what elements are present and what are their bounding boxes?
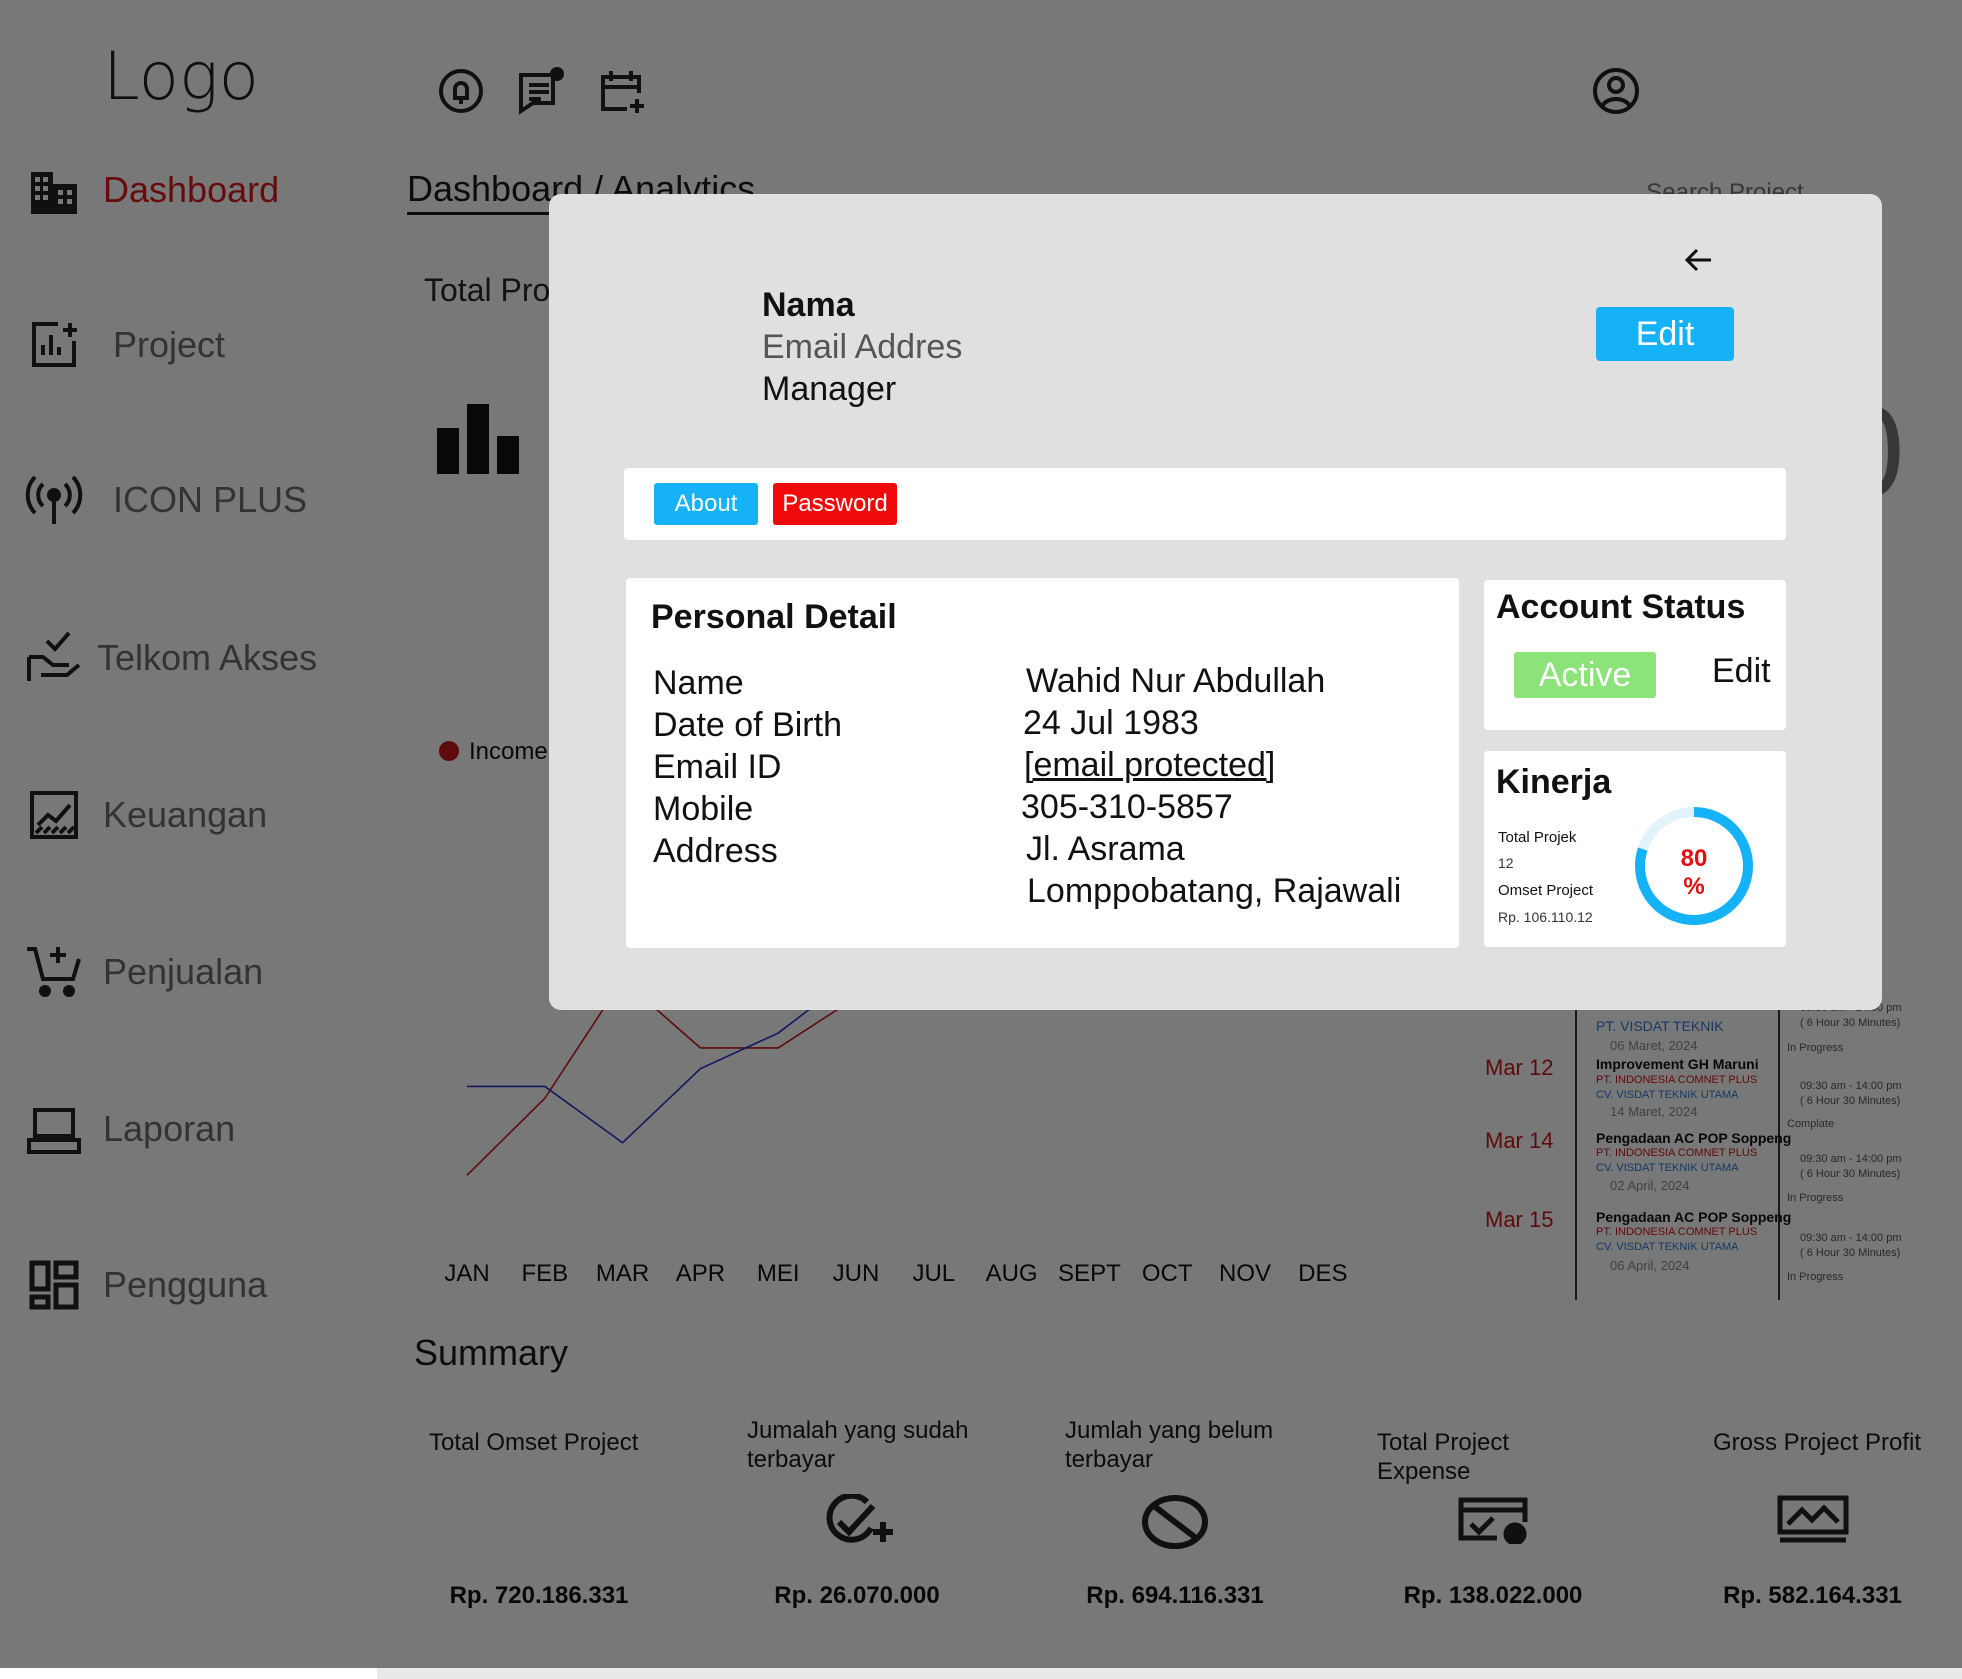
detail-label: Mobile	[653, 790, 754, 828]
omset-value: Rp. 106.110.12	[1498, 909, 1593, 925]
kinerja-card: Kinerja Total Projek 12 Omset Project Rp…	[1484, 751, 1786, 947]
tab-about[interactable]: About	[654, 483, 758, 525]
personal-detail-card: Personal Detail Name Date of Birth Email…	[626, 578, 1459, 948]
edit-status-link[interactable]: Edit	[1712, 652, 1771, 690]
detail-label: Email ID	[653, 748, 782, 786]
tab-password[interactable]: Password	[773, 483, 897, 525]
profile-email: Email Addres	[762, 328, 963, 366]
email-link[interactable]: [email protected]	[1024, 746, 1276, 784]
status-badge: Active	[1514, 652, 1656, 698]
progress-ring: 80 %	[1635, 807, 1753, 925]
detail-value: Wahid Nur Abdullah	[1026, 662, 1326, 700]
detail-label: Date of Birth	[653, 706, 842, 744]
total-projek-value: 12	[1498, 855, 1514, 871]
kinerja-title: Kinerja	[1496, 763, 1612, 801]
progress-percent: 80	[1681, 845, 1708, 872]
detail-value: 305-310-5857	[1021, 788, 1233, 826]
profile-role: Manager	[762, 370, 897, 408]
detail-label: Address	[653, 832, 778, 870]
bottom-strip	[377, 1668, 1962, 1679]
detail-label: Name	[653, 664, 744, 702]
profile-name: Nama	[762, 286, 855, 324]
detail-value: Lomppobatang, Rajawali	[1027, 872, 1402, 910]
edit-profile-button[interactable]: Edit	[1596, 307, 1734, 361]
personal-detail-title: Personal Detail	[651, 598, 897, 636]
profile-tabs: About Password	[624, 468, 1786, 540]
profile-modal: Nama Email Addres Manager Edit About Pas…	[549, 194, 1882, 1010]
total-projek-label: Total Projek	[1498, 829, 1577, 846]
progress-percent-sign: %	[1683, 873, 1704, 900]
progress-ring-arc	[1635, 807, 1753, 925]
detail-value: 24 Jul 1983	[1023, 704, 1199, 742]
arrow-back-icon[interactable]	[1679, 240, 1719, 280]
detail-value: Jl. Asrama	[1026, 830, 1185, 868]
omset-label: Omset Project	[1498, 882, 1594, 899]
account-status-title: Account Status	[1496, 588, 1746, 626]
account-status-card: Account Status Active Edit	[1484, 580, 1786, 730]
